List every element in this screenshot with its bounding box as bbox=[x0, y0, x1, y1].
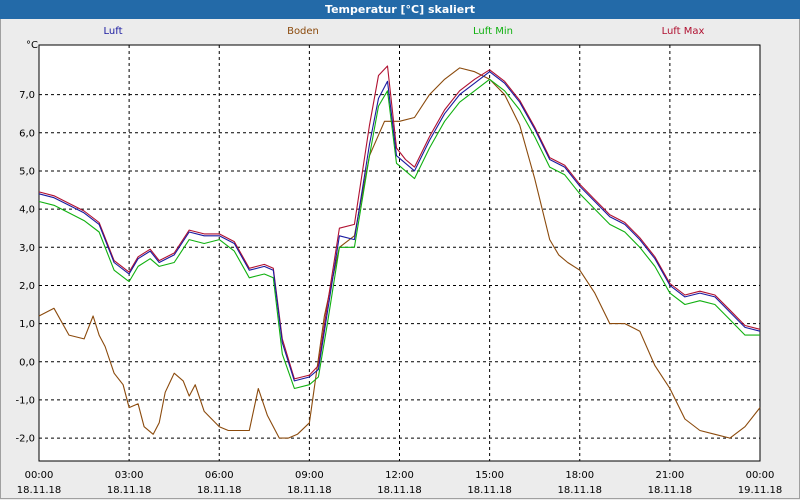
x-tick-time: 21:00 bbox=[655, 470, 684, 481]
grid-lines bbox=[39, 45, 760, 461]
legend-item-luft: Luft bbox=[104, 26, 123, 37]
y-tick-label: 0,0 bbox=[19, 357, 35, 368]
y-tick-label: -2,0 bbox=[15, 434, 35, 445]
legend-item-boden: Boden bbox=[287, 26, 319, 37]
x-tick-date: 18.11.18 bbox=[467, 485, 512, 496]
y-tick-label: 6,0 bbox=[19, 128, 35, 139]
series-line-luft-min bbox=[38, 78, 760, 390]
x-tick-time: 00:00 bbox=[746, 470, 775, 481]
series-line-luft bbox=[38, 71, 761, 382]
x-tick-date: 19.11.18 bbox=[738, 485, 783, 496]
x-tick-date: 18.11.18 bbox=[107, 485, 152, 496]
x-tick-date: 18.11.18 bbox=[648, 485, 693, 496]
x-tick-time: 18:00 bbox=[565, 470, 594, 481]
x-tick-time: 06:00 bbox=[205, 470, 234, 481]
y-tick-label: 2,0 bbox=[19, 281, 35, 292]
series-line-boden bbox=[38, 67, 761, 439]
legend-item-luft-min: Luft Min bbox=[473, 26, 513, 37]
y-tick-label: 1,0 bbox=[19, 319, 35, 330]
x-tick-time: 15:00 bbox=[475, 470, 504, 481]
title-bar bbox=[0, 0, 800, 19]
x-tick-time: 00:00 bbox=[25, 470, 54, 481]
window-title: Temperatur [°C] skaliert bbox=[325, 3, 475, 16]
y-tick-label: 3,0 bbox=[19, 243, 35, 254]
legend: Luft Boden Luft Min Luft Max bbox=[104, 26, 705, 37]
x-tick-labels: 00:00 18.11.18 03:00 18.11.18 06:00 18.11.18 0… bbox=[17, 470, 783, 496]
y-axis-label: °C bbox=[26, 40, 38, 51]
x-tick-date: 18.11.18 bbox=[377, 485, 422, 496]
y-tick-label: 7,0 bbox=[19, 90, 35, 101]
x-tick-time: 12:00 bbox=[385, 470, 414, 481]
x-tick-date: 18.11.18 bbox=[17, 485, 62, 496]
y-tick-label: 4,0 bbox=[19, 205, 35, 216]
x-tick-time: 03:00 bbox=[115, 470, 144, 481]
legend-item-luft-max: Luft Max bbox=[662, 26, 705, 37]
plot-area bbox=[38, 44, 761, 462]
series-lines bbox=[38, 65, 761, 439]
y-tick-label: -1,0 bbox=[15, 395, 35, 406]
x-tick-time: 09:00 bbox=[295, 470, 324, 481]
series-line-luft-max bbox=[38, 65, 761, 380]
x-tick-date: 18.11.18 bbox=[287, 485, 332, 496]
y-tick-label: 5,0 bbox=[19, 166, 35, 177]
x-tick-date: 18.11.18 bbox=[197, 485, 242, 496]
x-tick-date: 18.11.18 bbox=[557, 485, 602, 496]
y-tick-labels: -2,0 -1,0 0,0 1,0 2,0 3,0 4,0 5,0 6,0 7,0 bbox=[15, 90, 35, 444]
